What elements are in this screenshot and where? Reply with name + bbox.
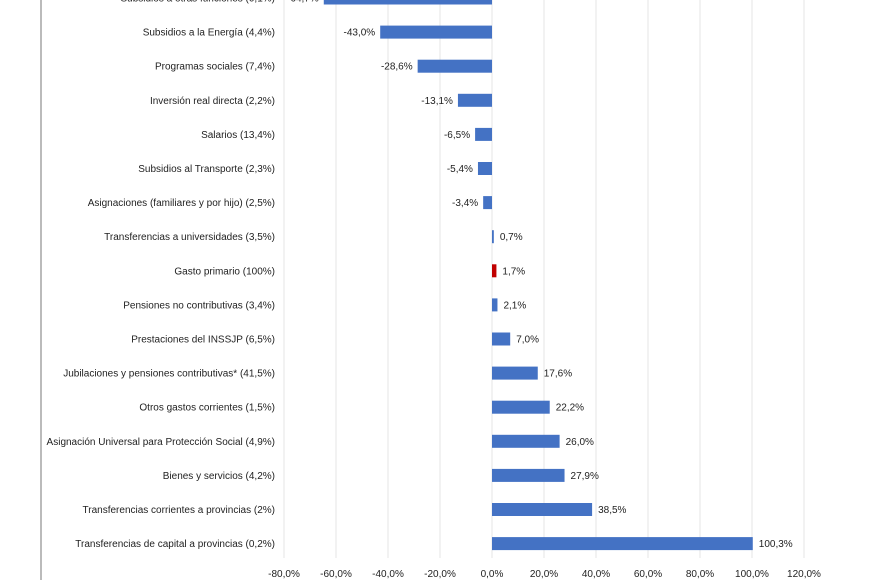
data-label: 0,7% bbox=[500, 232, 523, 243]
bar bbox=[492, 503, 593, 516]
category-label: Subsidios a otras funciones (0,1%) bbox=[120, 0, 275, 5]
bar bbox=[492, 230, 494, 244]
data-label: 27,9% bbox=[571, 471, 599, 482]
chart-border bbox=[40, 0, 42, 585]
x-tick-label: 80,0% bbox=[686, 569, 714, 580]
data-label: 1,7% bbox=[502, 266, 525, 277]
bar bbox=[417, 59, 492, 73]
data-label: -64,7% bbox=[287, 0, 319, 5]
bar bbox=[380, 25, 492, 39]
data-label: 26,0% bbox=[566, 437, 594, 448]
bar bbox=[477, 162, 492, 175]
bar bbox=[323, 0, 492, 5]
category-label: Pensiones no contributivas (3,4%) bbox=[123, 300, 275, 311]
x-tick-label: 120,0% bbox=[787, 569, 821, 580]
data-label: 22,2% bbox=[556, 403, 584, 414]
data-label: -3,4% bbox=[452, 198, 478, 209]
category-label: Transferencias corrientes a provincias (… bbox=[83, 505, 275, 516]
x-tick-label: -20,0% bbox=[424, 569, 456, 580]
data-label: 100,3% bbox=[759, 539, 793, 550]
category-label: Subsidios al Transporte (2,3%) bbox=[138, 164, 275, 175]
category-label: Salarios (13,4%) bbox=[201, 130, 275, 141]
bar bbox=[492, 434, 560, 448]
data-label: -5,4% bbox=[447, 164, 473, 175]
bar bbox=[457, 93, 492, 107]
data-label: 7,0% bbox=[516, 335, 539, 346]
category-label: Transferencias a universidades (3,5%) bbox=[104, 232, 275, 243]
data-label: 38,5% bbox=[598, 505, 626, 516]
x-tick-label: 100,0% bbox=[735, 569, 769, 580]
bar bbox=[492, 298, 498, 312]
bar bbox=[483, 196, 492, 210]
x-tick-label: -80,0% bbox=[268, 569, 300, 580]
x-tick-label: 40,0% bbox=[582, 569, 610, 580]
category-label: Bienes y servicios (4,2%) bbox=[163, 471, 275, 482]
category-label: Jubilaciones y pensiones contributivas* … bbox=[63, 369, 275, 380]
bar bbox=[492, 468, 565, 482]
category-label: Asignación Universal para Protección Soc… bbox=[47, 437, 275, 448]
bar bbox=[492, 400, 550, 414]
data-label: -28,6% bbox=[381, 62, 413, 73]
category-label: Prestaciones del INSSJP (6,5%) bbox=[131, 335, 275, 346]
category-label: Subsidios a la Energía (4,4%) bbox=[143, 28, 275, 39]
data-label: -13,1% bbox=[421, 96, 453, 107]
bar bbox=[492, 366, 538, 380]
data-label: -43,0% bbox=[344, 28, 376, 39]
x-tick-label: 20,0% bbox=[530, 569, 558, 580]
bar bbox=[492, 537, 753, 551]
category-label: Asignaciones (familiares y por hijo) (2,… bbox=[88, 198, 275, 209]
bar bbox=[475, 127, 492, 141]
category-label: Otros gastos corrientes (1,5%) bbox=[139, 403, 275, 414]
category-label: Inversión real directa (2,2%) bbox=[150, 96, 275, 107]
data-label: 17,6% bbox=[544, 369, 572, 380]
x-tick-label: -60,0% bbox=[320, 569, 352, 580]
x-tick-label: 60,0% bbox=[634, 569, 662, 580]
category-label: Gasto primario (100%) bbox=[174, 266, 275, 277]
data-label: -6,5% bbox=[444, 130, 470, 141]
bar bbox=[492, 332, 511, 346]
bar bbox=[492, 264, 497, 278]
x-tick-label: 0,0% bbox=[481, 569, 504, 580]
category-label: Transferencias de capital a provincias (… bbox=[75, 539, 275, 550]
x-tick-label: -40,0% bbox=[372, 569, 404, 580]
category-label: Programas sociales (7,4%) bbox=[155, 62, 275, 73]
data-label: 2,1% bbox=[503, 300, 526, 311]
